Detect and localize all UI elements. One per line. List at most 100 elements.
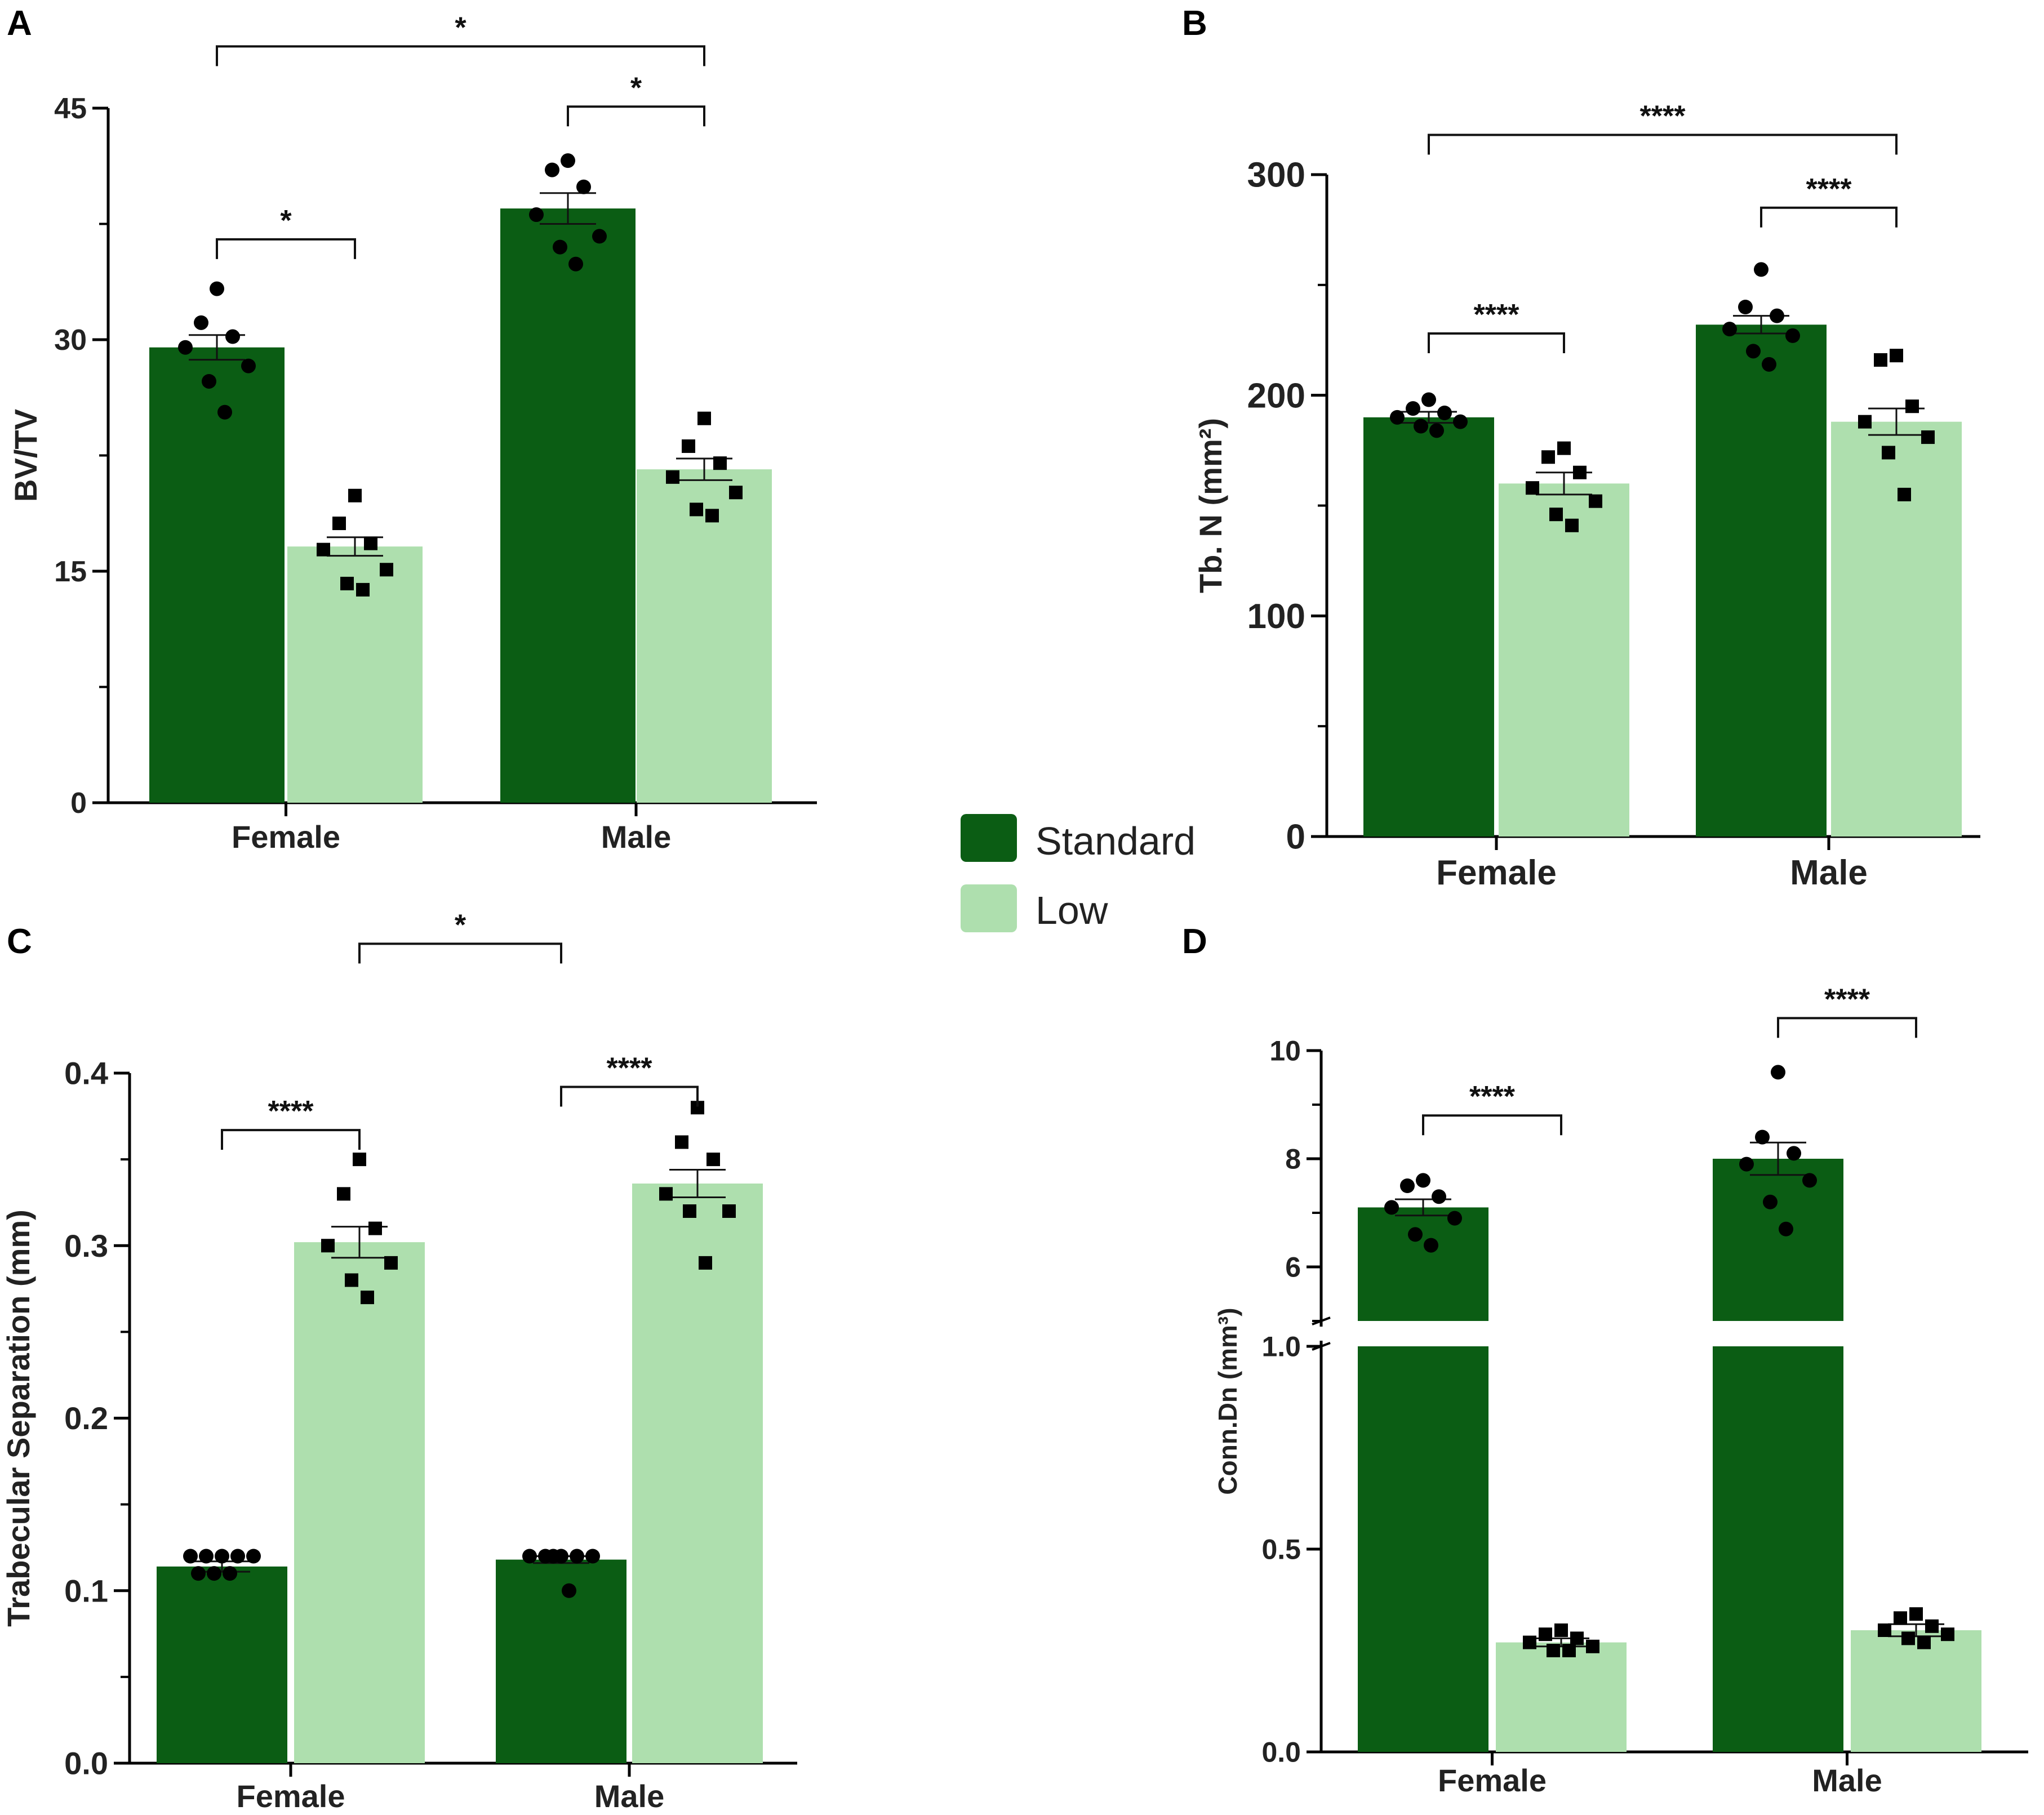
panel-a-data-point [194, 315, 208, 330]
panel-b-bar [1499, 483, 1629, 837]
panel-b-y-tick-label: 0 [1286, 818, 1305, 857]
panel-d-data-point [1523, 1635, 1536, 1649]
panel-c-data-point [384, 1256, 398, 1270]
panel-a-data-point [340, 576, 354, 590]
panel-a-data-point [666, 470, 679, 484]
panel-a-data-point [210, 281, 224, 296]
panel-c-data-point [522, 1549, 537, 1564]
panel-d-data-point [1432, 1189, 1446, 1204]
panel-c-data-point [215, 1549, 229, 1564]
panel-c-bar [294, 1242, 425, 1763]
panel-a-data-point [529, 207, 544, 223]
panel-c-bar [496, 1559, 626, 1763]
panel-b-data-point [1589, 494, 1602, 508]
panel-c-y-tick-label: 0.2 [64, 1400, 108, 1436]
panel-b: B 0 100 200 300 Tb. N (mm²) Female Male **** ****… [1182, 4, 1980, 892]
legend: Standard Low [961, 814, 1196, 932]
panel-a-data-point [545, 162, 559, 177]
panel-c-data-point [230, 1549, 245, 1564]
legend-standard-label: Standard [1036, 819, 1196, 863]
panel-d-bar [1358, 1346, 1488, 1752]
panel-d-data-point [1416, 1173, 1430, 1188]
panel-d-x-tick-label: Male [1812, 1763, 1882, 1798]
panel-b-data-point [1406, 401, 1420, 416]
panel-c-significance-bracket [221, 1129, 361, 1150]
panel-a-data-point [729, 486, 743, 500]
panel-d-bar [1358, 1207, 1488, 1321]
panel-b-x-tick-label: Male [1790, 853, 1868, 892]
panel-b-data-point [1541, 450, 1555, 464]
panel-a-data-point [178, 340, 193, 355]
panel-b-x-tick-label: Female [1436, 853, 1557, 892]
panel-c-data-point [683, 1204, 696, 1218]
panel-a-significance-label: * [630, 72, 642, 104]
panel-a-data-point [241, 358, 256, 373]
panel-a-bar [500, 208, 636, 803]
panel-d-x-tick-label: Female [1438, 1763, 1547, 1798]
panel-d-y-tick-label: 6 [1285, 1252, 1301, 1283]
panel-b-data-point [1573, 465, 1587, 479]
panel-a-data-point [713, 456, 727, 470]
panel-c-y-tick-label: 0.0 [64, 1746, 108, 1781]
panel-d-data-point [1787, 1146, 1801, 1161]
panel-a-data-point [364, 536, 377, 550]
panel-c-data-point [191, 1566, 206, 1581]
panel-d-significance-label: **** [1469, 1080, 1516, 1113]
panel-a-data-point [332, 517, 346, 531]
panel-c-data-point [361, 1291, 374, 1305]
panel-a-data-point [561, 153, 575, 168]
panel-b-significance-label: **** [1474, 299, 1520, 331]
panel-b-data-point [1421, 392, 1436, 407]
panel-c-data-point [699, 1256, 712, 1270]
panel-a: A 0 15 30 45 BV/TV Female Male * * * [7, 4, 817, 855]
panel-d: D 0.0 0.5 1.0 6 8 10 Conn.Dn (mm³) Female Male ***… [1182, 922, 2028, 1798]
panel-d-y-tick-label: 0.0 [1261, 1737, 1301, 1768]
panel-c-data-point [223, 1566, 237, 1581]
panel-c-significance-label: * [455, 909, 466, 941]
panel-c-significance-label: **** [268, 1095, 314, 1128]
legend-low-label: Low [1036, 888, 1108, 932]
panel-c-data-point [546, 1549, 561, 1564]
panel-c-data-point [183, 1549, 198, 1564]
panel-d-data-point [1562, 1644, 1576, 1657]
panel-c-significance-label: **** [607, 1052, 653, 1085]
panel-b-data-point [1882, 446, 1895, 460]
panel-d-letter: D [1182, 922, 1207, 961]
panel-c-data-point [207, 1566, 221, 1581]
panel-d-y-tick-label: 8 [1285, 1144, 1301, 1175]
panel-b-significance-bracket [1428, 134, 1898, 155]
panel-a-letter: A [7, 4, 32, 43]
panel-a-y-tick-label: 0 [70, 787, 87, 820]
panel-a-data-point [380, 563, 393, 577]
panel-a-data-point [690, 502, 703, 517]
panel-d-data-point [1739, 1156, 1754, 1172]
panel-a-data-point [356, 582, 370, 597]
panel-d-y-tick-label: 0.5 [1261, 1534, 1301, 1565]
panel-b-significance-bracket [1760, 206, 1898, 228]
panel-c-data-point [585, 1549, 600, 1564]
panel-d-data-point [1539, 1627, 1552, 1641]
panel-b-bar [1831, 421, 1962, 837]
panel-b-data-point [1762, 357, 1776, 372]
panel-a-data-point [217, 404, 232, 420]
panel-c-y-label: Trabecular Separation (mm) [1, 1209, 36, 1627]
panel-b-data-point [1890, 349, 1903, 363]
panel-d-data-point [1424, 1238, 1438, 1253]
panel-a-data-point [705, 509, 719, 523]
panel-b-bar [1696, 324, 1827, 837]
panel-c-data-point [562, 1583, 576, 1598]
panel-d-data-point [1771, 1065, 1785, 1080]
panel-d-data-point [1901, 1631, 1915, 1645]
legend-low-swatch [961, 884, 1017, 932]
panel-b-significance-bracket [1428, 332, 1565, 353]
panel-a-data-point [576, 179, 591, 194]
panel-a-significance-bracket [216, 45, 705, 66]
panel-b-y-tick-label: 100 [1247, 597, 1305, 636]
panel-b-data-point [1746, 344, 1761, 359]
panel-a-significance-bracket [216, 238, 356, 259]
panel-c-bar [632, 1184, 763, 1763]
panel-a-bar [637, 469, 772, 803]
panel-c-y-tick-label: 0.3 [64, 1228, 108, 1264]
panel-b-data-point [1437, 406, 1452, 420]
